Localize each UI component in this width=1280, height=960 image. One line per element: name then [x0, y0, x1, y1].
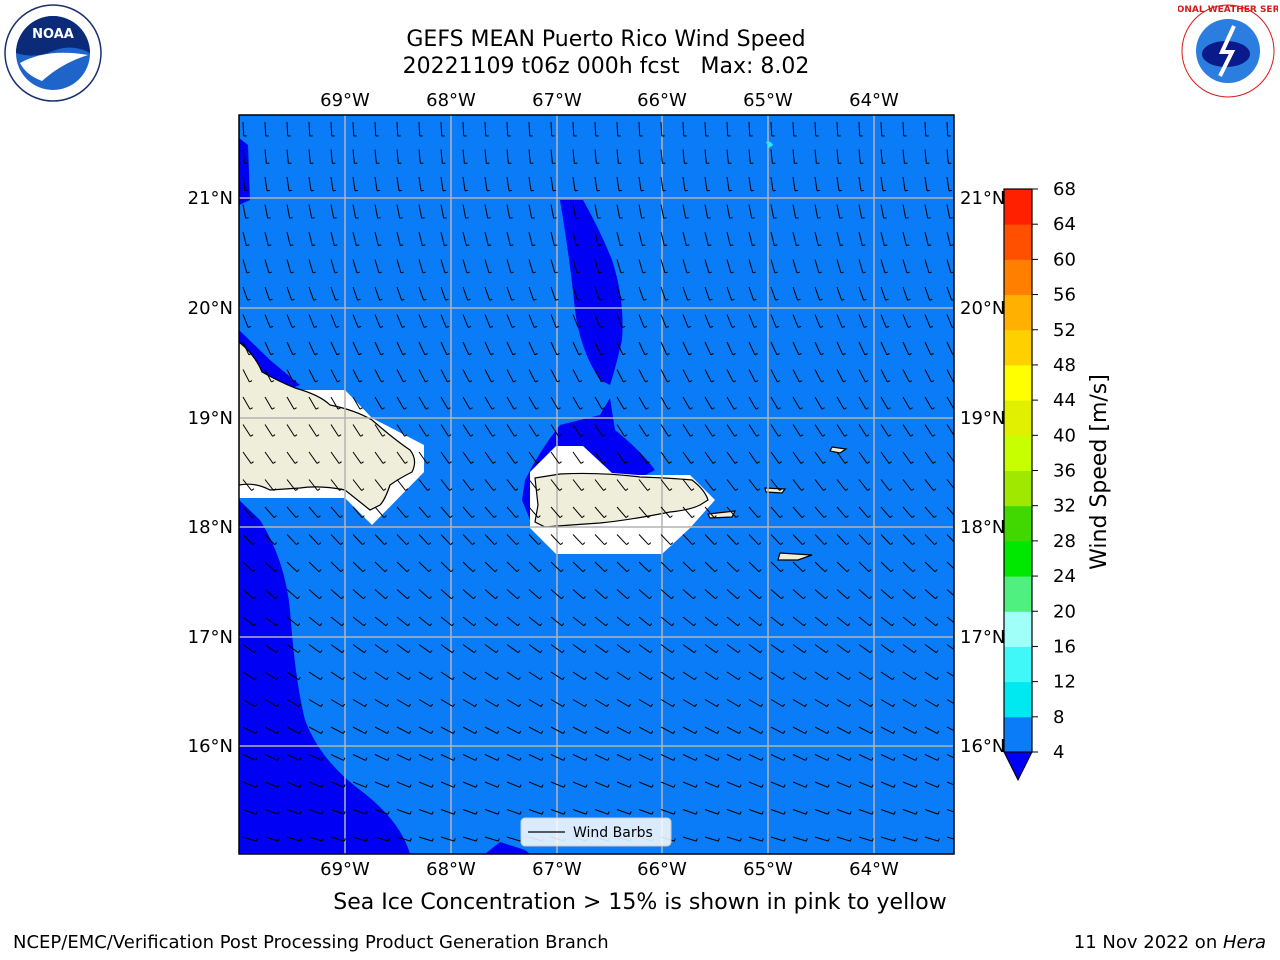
lon-label-bottom: 69°W [320, 859, 370, 880]
lon-label-bottom: 64°W [849, 859, 899, 880]
lat-label-right: 18°N [960, 517, 1005, 538]
colorbar-tick-label: 48 [1053, 355, 1076, 376]
lon-label-top: 65°W [743, 90, 793, 111]
colorbar-segment [1004, 435, 1032, 471]
colorbar-tick-label: 60 [1053, 249, 1076, 270]
lat-label-right: 21°N [960, 188, 1005, 209]
footer-host: Hera [1222, 932, 1266, 953]
nws-logo: NATIONAL WEATHER SERVICE [1178, 4, 1278, 98]
lon-label-bottom: 68°W [426, 859, 476, 880]
colorbar-tick-label: 8 [1053, 707, 1064, 728]
colorbar-label: Wind Speed [m/s] [1087, 374, 1112, 570]
colorbar-tick-label: 68 [1053, 179, 1076, 200]
wind-max-spot [766, 141, 773, 148]
lat-label-left: 18°N [188, 517, 233, 538]
nws-logo-text: NATIONAL WEATHER SERVICE [1178, 5, 1278, 15]
lat-label-left: 16°N [188, 736, 233, 757]
colorbar-segment [1004, 294, 1032, 331]
lon-labels-top: 69°W 68°W 67°W 66°W 65°W 64°W [320, 90, 899, 111]
colorbar-segment [1004, 364, 1032, 401]
lat-label-left: 21°N [188, 188, 233, 209]
footer-date-text: 11 Nov 2022 on [1073, 932, 1223, 953]
colorbar-segment [1004, 681, 1032, 718]
colorbar-tick-label: 36 [1053, 461, 1076, 482]
colorbar-tick-label: 20 [1053, 601, 1076, 622]
colorbar-tick-label: 24 [1053, 566, 1076, 587]
lat-label-right: 20°N [960, 298, 1005, 319]
colorbar-segment [1004, 470, 1032, 507]
colorbar-segment [1004, 224, 1032, 260]
lat-label-right: 19°N [960, 408, 1005, 429]
chart-subtitle: 20221109 t06z 000h fcst Max: 8.02 [402, 54, 810, 79]
colorbar-segment [1004, 329, 1032, 366]
colorbar-segment [1004, 611, 1032, 647]
colorbar-segment [1004, 189, 1032, 225]
lon-label-top: 69°W [320, 90, 370, 111]
lat-labels-right: 21°N 20°N 19°N 18°N 17°N 16°N [960, 188, 1005, 757]
noaa-logo: NOAA [4, 4, 102, 102]
footer-branch: NCEP/EMC/Verification Post Processing Pr… [13, 932, 609, 953]
lat-lon-grid [239, 115, 954, 854]
lat-labels-left: 21°N 20°N 19°N 18°N 17°N 16°N [188, 188, 233, 757]
lon-label-top: 66°W [637, 90, 687, 111]
colorbar-tick-label: 52 [1053, 320, 1076, 341]
colorbar-tick-label: 16 [1053, 636, 1076, 657]
lat-label-left: 20°N [188, 298, 233, 319]
colorbar-tick-label: 4 [1053, 742, 1064, 763]
footer-date: 11 Nov 2022 on Hera [1074, 932, 1266, 953]
lat-label-right: 17°N [960, 627, 1005, 648]
colorbar-segment [1004, 259, 1032, 296]
sea-ice-caption: Sea Ice Concentration > 15% is shown in … [333, 890, 947, 915]
colorbar-tick-label: 28 [1053, 531, 1076, 552]
colorbar-segment [1004, 505, 1032, 542]
colorbar-segment [1004, 646, 1032, 683]
colorbar-extend-triangle [1003, 751, 1033, 782]
map-frame [238, 114, 955, 855]
lon-label-bottom: 66°W [637, 859, 687, 880]
legend-label: Wind Barbs [573, 825, 653, 841]
lon-label-top: 64°W [849, 90, 899, 111]
lon-labels-bottom: 69°W 68°W 67°W 66°W 65°W 64°W [320, 859, 899, 880]
lon-label-top: 67°W [532, 90, 582, 111]
colorbar-tick-label: 40 [1053, 425, 1076, 446]
colorbar-tick-label: 44 [1053, 390, 1076, 411]
chart-title: GEFS MEAN Puerto Rico Wind Speed [406, 27, 806, 52]
map-legend: Wind Barbs [520, 817, 672, 847]
lon-label-top: 68°W [426, 90, 476, 111]
wind-barbs [242, 121, 954, 842]
lon-label-bottom: 65°W [743, 859, 793, 880]
colorbar-tick-label: 32 [1053, 496, 1076, 517]
lat-label-right: 16°N [960, 736, 1005, 757]
colorbar-segment [1004, 540, 1032, 577]
colorbar-segment [1004, 400, 1032, 436]
colorbar-tick-label: 64 [1053, 214, 1076, 235]
lat-label-left: 19°N [188, 408, 233, 429]
colorbar-segment [1004, 716, 1032, 753]
colorbar-tick-label: 12 [1053, 672, 1076, 693]
colorbar-tick-label: 56 [1053, 285, 1076, 306]
lon-label-bottom: 67°W [532, 859, 582, 880]
svg-text:NOAA: NOAA [32, 27, 74, 42]
lat-label-left: 17°N [188, 627, 233, 648]
colorbar-segment [1004, 576, 1032, 612]
